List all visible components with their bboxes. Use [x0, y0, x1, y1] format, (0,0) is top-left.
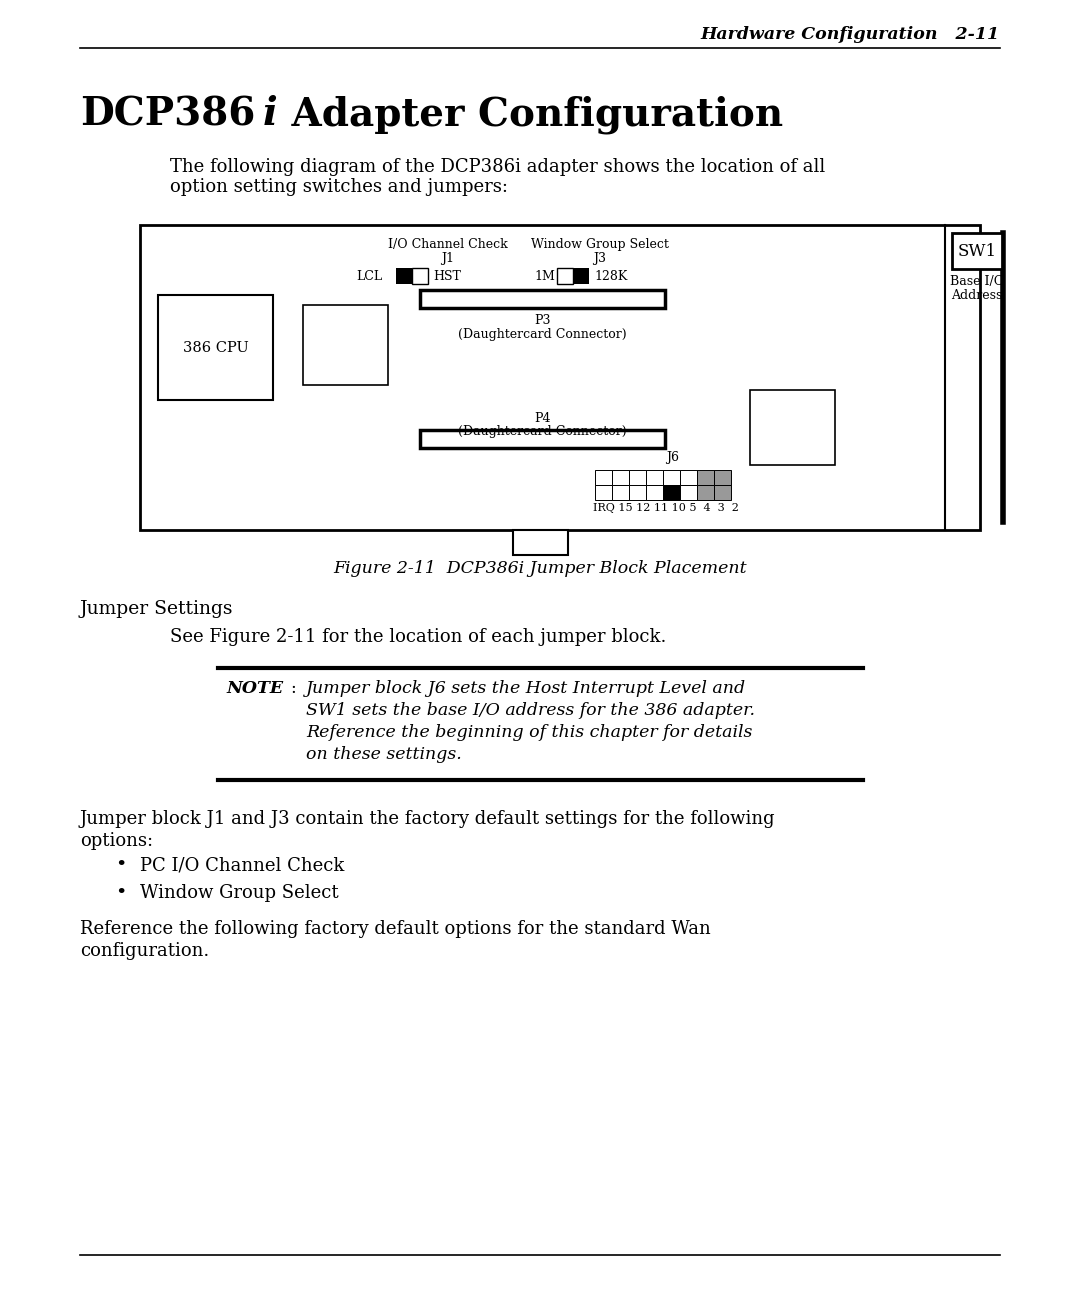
Text: J1: J1 [442, 251, 455, 264]
Bar [697, 470, 714, 485]
Text: Address: Address [951, 289, 1002, 302]
Bar [557, 268, 573, 284]
Text: (Daughtercard Connector): (Daughtercard Connector) [458, 425, 626, 438]
Text: Jumper block J6 sets the Host Interrupt Level and: Jumper block J6 sets the Host Interrupt … [306, 680, 746, 697]
Bar [663, 470, 680, 485]
Bar [951, 233, 1002, 270]
Text: PC I/O Channel Check: PC I/O Channel Check [140, 855, 345, 874]
Bar [612, 485, 629, 500]
Text: P4: P4 [535, 412, 551, 425]
Text: Figure 2-11  DCP386i Jumper Block Placement: Figure 2-11 DCP386i Jumper Block Placeme… [334, 560, 746, 577]
Text: J3: J3 [594, 251, 607, 264]
Text: 1M: 1M [535, 270, 555, 283]
Text: i: i [264, 95, 278, 133]
Text: P3: P3 [535, 314, 551, 327]
Text: 128K: 128K [594, 270, 627, 283]
Bar [750, 390, 835, 465]
Bar [714, 485, 731, 500]
Text: The following diagram of the DCP386i adapter shows the location of all: The following diagram of the DCP386i ada… [170, 158, 825, 176]
Bar [629, 485, 646, 500]
Text: Jumper Settings: Jumper Settings [80, 600, 233, 618]
Text: SW1: SW1 [958, 242, 997, 259]
Text: I/O Channel Check: I/O Channel Check [388, 238, 508, 251]
Text: option setting switches and jumpers:: option setting switches and jumpers: [170, 178, 508, 196]
Bar [612, 470, 629, 485]
Bar [680, 485, 697, 500]
Text: Reference the beginning of this chapter for details: Reference the beginning of this chapter … [306, 724, 753, 741]
Text: •: • [114, 884, 126, 902]
Text: NOTE: NOTE [226, 680, 283, 697]
Bar [680, 470, 697, 485]
Bar [646, 485, 663, 500]
Bar [595, 485, 612, 500]
Bar [420, 290, 665, 308]
Text: Window Group Select: Window Group Select [531, 238, 669, 251]
Bar [140, 226, 980, 530]
Bar [663, 485, 680, 500]
Text: configuration.: configuration. [80, 942, 210, 960]
Text: Jumper block J1 and J3 contain the factory default settings for the following: Jumper block J1 and J3 contain the facto… [80, 810, 775, 828]
Text: 386 CPU: 386 CPU [183, 341, 248, 355]
Text: Base I/O: Base I/O [950, 275, 1004, 288]
Bar [396, 268, 411, 284]
Bar [697, 485, 714, 500]
Bar [714, 470, 731, 485]
Text: Reference the following factory default options for the standard Wan: Reference the following factory default … [80, 920, 711, 938]
Text: options:: options: [80, 832, 153, 850]
Bar [513, 530, 568, 555]
Bar [573, 268, 589, 284]
Text: (Daughtercard Connector): (Daughtercard Connector) [458, 328, 626, 341]
Text: HST: HST [433, 270, 461, 283]
Text: DCP386: DCP386 [80, 95, 255, 133]
Bar [646, 470, 663, 485]
Bar [303, 305, 388, 385]
Text: IRQ 15 12 11 10 5  4  3  2: IRQ 15 12 11 10 5 4 3 2 [593, 503, 739, 513]
Bar [420, 430, 665, 448]
Bar [629, 470, 646, 485]
Text: LCL: LCL [356, 270, 382, 283]
Text: Hardware Configuration   2-11: Hardware Configuration 2-11 [701, 26, 1000, 43]
Text: Adapter Configuration: Adapter Configuration [278, 95, 783, 133]
Text: See Figure 2-11 for the location of each jumper block.: See Figure 2-11 for the location of each… [170, 629, 666, 645]
Text: Window Group Select: Window Group Select [140, 884, 339, 902]
Text: on these settings.: on these settings. [306, 746, 462, 763]
Bar [411, 268, 428, 284]
Bar [158, 295, 273, 400]
Text: :: : [291, 680, 296, 697]
Text: SW1 sets the base I/O address for the 386 adapter.: SW1 sets the base I/O address for the 38… [306, 702, 755, 719]
Bar [595, 470, 612, 485]
Text: J6: J6 [666, 451, 679, 464]
Text: •: • [114, 855, 126, 874]
